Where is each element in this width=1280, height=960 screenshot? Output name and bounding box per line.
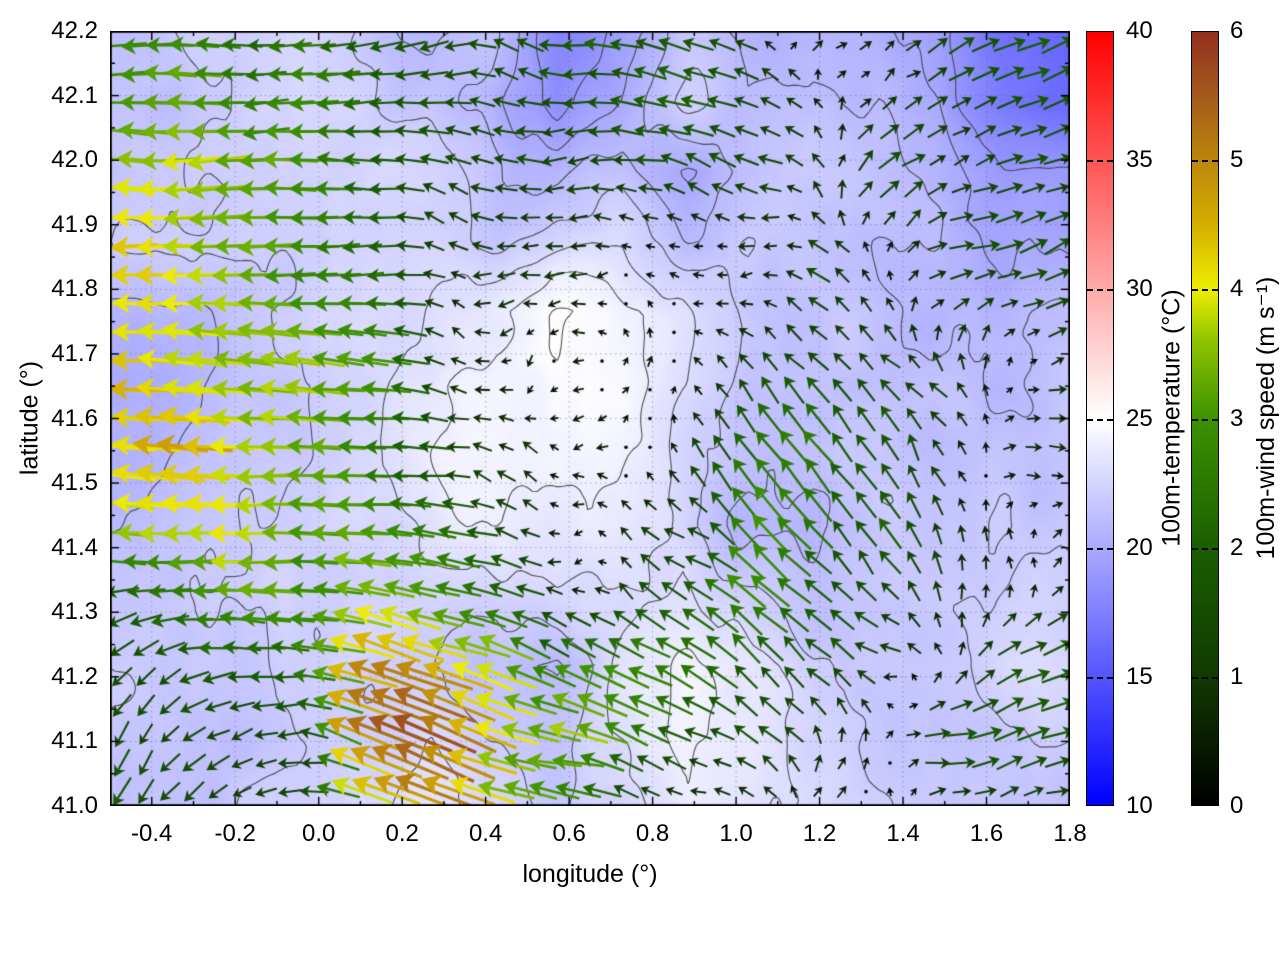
x-axis-title: longitude (°): [522, 860, 658, 888]
tick-label: 1: [1230, 662, 1244, 690]
tick-label: 41.1: [51, 727, 98, 755]
tick-label: 41.8: [51, 275, 98, 303]
tick-label: -0.4: [131, 820, 173, 847]
tick-label: 2: [1230, 533, 1244, 561]
tick-label: 10: [1126, 792, 1153, 819]
colorbar-tick-dash: [1087, 547, 1113, 550]
tick-label: 41.5: [51, 469, 98, 497]
tick-label: 30: [1126, 275, 1153, 303]
tick-label: -0.2: [214, 820, 256, 847]
colorbar-tick-dash: [1087, 676, 1113, 679]
tick-label: 0.4: [468, 820, 503, 847]
tick-label: 41.9: [51, 210, 98, 238]
temperature-colorbar: [1086, 31, 1114, 806]
tick-label: 4: [1230, 275, 1244, 303]
colorbar-tick-dash: [1192, 547, 1218, 550]
tick-label: 3: [1230, 404, 1244, 432]
colorbar-tick-dash: [1087, 418, 1113, 421]
tick-label: 20: [1126, 533, 1153, 561]
colorbar-tick-dash: [1192, 418, 1218, 421]
tick-label: 25: [1126, 404, 1153, 432]
temperature-colorbar-title: 100m-temperature (°C): [1157, 289, 1186, 547]
tick-label: 42.1: [51, 81, 98, 109]
colorbar-tick-dash: [1087, 289, 1113, 292]
tick-label: 41.3: [51, 598, 98, 626]
y-axis-title: latitude (°): [15, 360, 44, 476]
tick-label: 5: [1230, 146, 1244, 174]
tick-label: 0.0: [302, 820, 336, 847]
tick-label: 1.8: [1053, 820, 1087, 847]
tick-label: 35: [1126, 146, 1153, 174]
tick-label: 0: [1230, 792, 1244, 819]
tick-label: 6: [1230, 17, 1244, 44]
tick-label: 41.4: [51, 533, 98, 561]
tick-label: 0.6: [552, 820, 586, 847]
tick-label: 41.6: [51, 404, 98, 432]
tick-label: 0.8: [635, 820, 670, 847]
wind-colorbar: [1191, 31, 1219, 806]
colorbar-tick-dash: [1087, 160, 1113, 163]
colorbar-tick-dash: [1192, 289, 1218, 292]
map-canvas: [110, 31, 1070, 806]
wind-colorbar-title: 100m-wind speed (m s⁻¹): [1252, 276, 1280, 560]
tick-label: 41.2: [51, 662, 98, 690]
tick-label: 41.0: [51, 792, 98, 819]
tick-label: 15: [1126, 662, 1153, 690]
tick-label: 1.2: [802, 820, 837, 847]
tick-label: 1.6: [969, 820, 1004, 847]
tick-label: 42.2: [51, 17, 98, 44]
tick-label: 0.2: [385, 820, 419, 847]
tick-label: 1.0: [719, 820, 753, 847]
colorbar-tick-dash: [1192, 676, 1218, 679]
tick-label: 42.0: [51, 146, 98, 174]
colorbar-tick-dash: [1192, 160, 1218, 163]
tick-label: 40: [1126, 17, 1153, 44]
tick-label: 41.7: [51, 339, 98, 367]
tick-label: 1.4: [886, 820, 920, 847]
